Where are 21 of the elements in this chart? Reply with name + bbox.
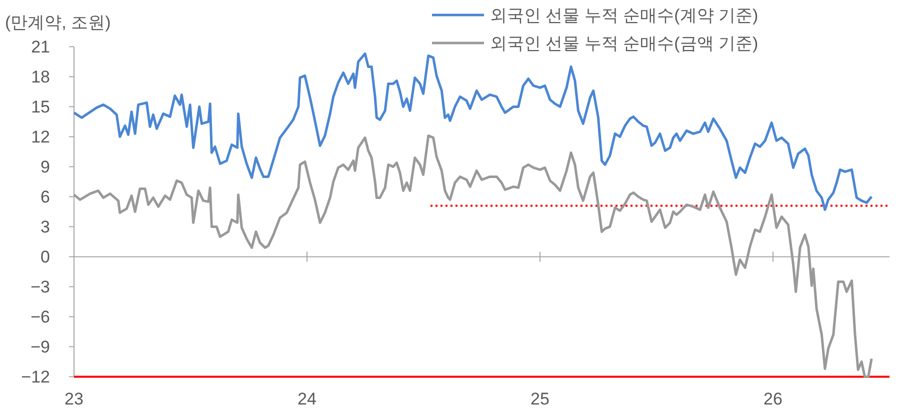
y-tick-label: 3 xyxy=(40,218,50,237)
x-tick-label: 26 xyxy=(764,390,782,409)
y-tick-label: 15 xyxy=(31,98,50,117)
y-tick-label: −9 xyxy=(30,338,50,357)
y-tick-label: −12 xyxy=(21,368,50,387)
legend-label: 외국인 선물 누적 순매수(계약 기준) xyxy=(490,6,758,25)
y-tick-label: 21 xyxy=(31,38,50,57)
line-series xyxy=(72,52,873,211)
x-tick-label: 23 xyxy=(64,390,84,409)
y-tick-label: 12 xyxy=(31,128,50,147)
y-tick-label: 18 xyxy=(31,68,50,87)
x-tick-label: 24 xyxy=(298,390,316,409)
y-tick-label: 0 xyxy=(40,248,50,267)
y-tick-label: 9 xyxy=(40,158,50,177)
y-tick-label: −3 xyxy=(30,278,50,297)
y-tick-label: 6 xyxy=(40,188,50,207)
x-tick-label: 25 xyxy=(530,390,550,409)
y-tick-label: −6 xyxy=(30,308,50,327)
legend-label: 외국인 선물 누적 순매수(금액 기준) xyxy=(490,34,758,53)
y-axis-title: (만계약, 조원) xyxy=(5,13,111,32)
line-series xyxy=(72,134,873,378)
